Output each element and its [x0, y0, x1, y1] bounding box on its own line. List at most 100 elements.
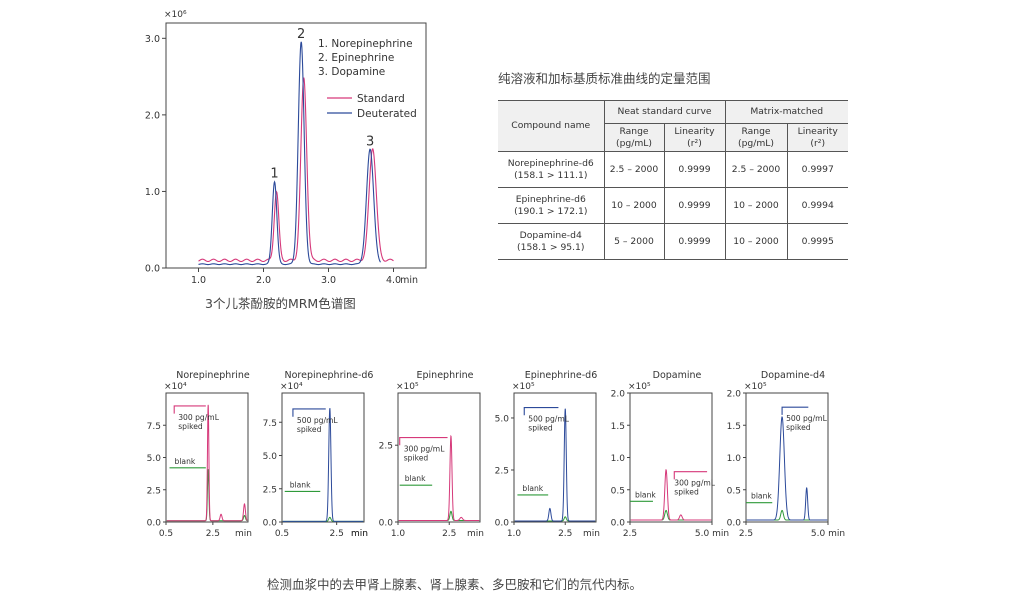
x-tick-label: 1.0: [191, 275, 206, 286]
panel-exponent-label: ×10⁴: [164, 382, 187, 392]
peak-number-label: 2: [297, 27, 305, 42]
spiked-label-line: spiked: [528, 424, 553, 433]
spiked-label: 500 pg/mL spiked: [297, 416, 339, 434]
y-tick-label: 0.0: [145, 264, 160, 275]
spiked-label: 500 pg/mL spiked: [786, 414, 828, 432]
y-tick-label: 5.0: [495, 414, 510, 424]
x-unit-label: min: [351, 529, 368, 539]
spiked-label-line: 300 pg/mL: [674, 479, 716, 488]
spiked-label-line: 500 pg/mL: [528, 415, 570, 424]
panel-exponent-label: ×10⁵: [628, 382, 651, 392]
y-tick-label: 2.5: [379, 442, 393, 452]
header-linearity: Linearity (r²): [786, 123, 848, 152]
legend-compound: 3. Dopamine: [318, 66, 385, 78]
panel-frame: [629, 392, 713, 523]
y-tick-label: 0.0: [727, 519, 742, 529]
header-range: Range (pg/mL): [604, 123, 665, 152]
y-tick-label: 2.0: [145, 110, 160, 121]
linearity-cell: 0.9995: [786, 223, 848, 260]
x-tick-label: 3.0: [321, 275, 336, 286]
quant-table-wrap: Compound name Neat standard curve Matrix…: [498, 100, 848, 260]
panel-exponent-label: ×10⁴: [280, 382, 303, 392]
x-tick-label: 5.0 min: [695, 529, 729, 539]
x-unit-label: min: [583, 529, 600, 539]
linearity-cell: 0.9999: [663, 187, 726, 224]
spiked-trace: [514, 408, 596, 522]
compound-cell: Norepinephrine-d6 (158.1 > 111.1): [498, 151, 605, 188]
y-tick-label: 7.5: [147, 422, 161, 432]
y-tick-label: 1.0: [611, 454, 626, 464]
spiked-label-line: 500 pg/mL: [297, 416, 339, 425]
linearity-cell: 0.9994: [786, 187, 848, 224]
header-neat-standard: Neat standard curve: [603, 100, 726, 124]
spiked-trace: [630, 469, 712, 521]
x-unit-label: min: [400, 275, 418, 286]
x-tick-label: 2.5: [739, 529, 753, 539]
blank-label: blank: [751, 492, 772, 501]
peak-number-label: 3: [366, 134, 374, 149]
x-tick-label: 2.5: [623, 529, 637, 539]
panel-epinephrine-d6: Epinephrine-d6×10⁵ 0.0 2.5 5.0 1.0 2.5 min 500 …: [495, 370, 600, 539]
spiked-label: 300 pg/mL spiked: [674, 479, 716, 497]
y-tick-label: 2.5: [495, 466, 509, 476]
peak-number-label: 1: [270, 166, 278, 181]
y-tick-label: 2.5: [263, 485, 277, 495]
x-tick-label: 2.5: [206, 529, 220, 539]
spiked-label-line: 300 pg/mL: [404, 445, 446, 454]
header-matrix-matched: Matrix-matched: [724, 100, 848, 124]
x-tick-label: 2.5: [442, 529, 456, 539]
range-cell: 5 – 2000: [603, 223, 665, 260]
y-tick-label: 0.0: [263, 519, 278, 529]
panel-exponent-label: ×10⁵: [744, 382, 767, 392]
header-compound-name: Compound name: [498, 100, 605, 152]
table-title: 纯溶液和加标基质标准曲线的定量范围: [498, 71, 711, 86]
range-cell: 10 – 2000: [724, 187, 788, 224]
y-tick-label: 2.0: [611, 390, 626, 400]
y-tick-label: 5.0: [263, 452, 278, 462]
y-tick-label: 0.0: [495, 519, 510, 529]
main-chart-caption: 3个儿茶酚胺的MRM色谱图: [205, 296, 356, 311]
x-tick-label: 4.0: [386, 275, 401, 286]
spiked-trace: [282, 407, 364, 522]
spiked-label-line: 300 pg/mL: [178, 413, 220, 422]
spiked-label: 300 pg/mL spiked: [404, 445, 446, 463]
y-tick-label: 1.0: [727, 454, 742, 464]
panel-exponent-label: ×10⁵: [512, 382, 535, 392]
panel-frame: [513, 392, 597, 523]
x-unit-label: min: [235, 529, 252, 539]
spiked-marker-line: [173, 405, 206, 414]
linearity-cell: 0.9999: [663, 151, 726, 188]
legend-deuterated-label: Deuterated: [357, 108, 417, 120]
spiked-label-line: spiked: [674, 488, 699, 497]
panel-frame: [281, 392, 365, 523]
panel-title: Dopamine-d4: [761, 370, 825, 381]
spiked-marker-line: [673, 471, 708, 480]
quant-range-table: Compound name Neat standard curve Matrix…: [498, 100, 848, 260]
y-tick-label: 2.0: [727, 390, 742, 400]
spiked-marker-line: [292, 408, 326, 417]
range-cell: 10 – 2000: [603, 187, 665, 224]
panel-title: Epinephrine: [417, 370, 474, 381]
compound-cell: Epinephrine-d6 (190.1 > 172.1): [498, 187, 605, 224]
table-row: Norepinephrine-d6 (158.1 > 111.1) 2.5 – 2…: [498, 151, 848, 188]
blank-label: blank: [522, 484, 543, 493]
panel-title: Norepinephrine-d6: [285, 370, 374, 381]
linearity-cell: 0.9999: [663, 223, 726, 260]
main-chromatogram: ×10⁶ 0.0 1.0 2.0 3.0 1.0 2.0 3.0 4.0 min 1 2 3 1. Nor…: [145, 10, 427, 286]
spiked-label: 300 pg/mL spiked: [178, 413, 220, 431]
y-tick-label: 0.0: [379, 519, 394, 529]
y-tick-label: 2.5: [147, 486, 161, 496]
plot-frame: [165, 22, 427, 269]
panel-title: Norepinephrine: [176, 370, 250, 381]
spiked-label-line: spiked: [297, 425, 322, 434]
blank-trace: [398, 510, 480, 521]
y-tick-label: 1.5: [611, 422, 625, 432]
spiked-marker-line: [399, 436, 448, 446]
x-tick-label: 0.5: [275, 529, 289, 539]
blank-trace: [282, 516, 364, 522]
range-cell: 10 – 2000: [724, 223, 788, 260]
spiked-label-line: 500 pg/mL: [786, 414, 828, 423]
y-tick-label: 5.0: [147, 454, 162, 464]
header-linearity: Linearity (r²): [663, 123, 726, 152]
linearity-cell: 0.9997: [786, 151, 848, 188]
